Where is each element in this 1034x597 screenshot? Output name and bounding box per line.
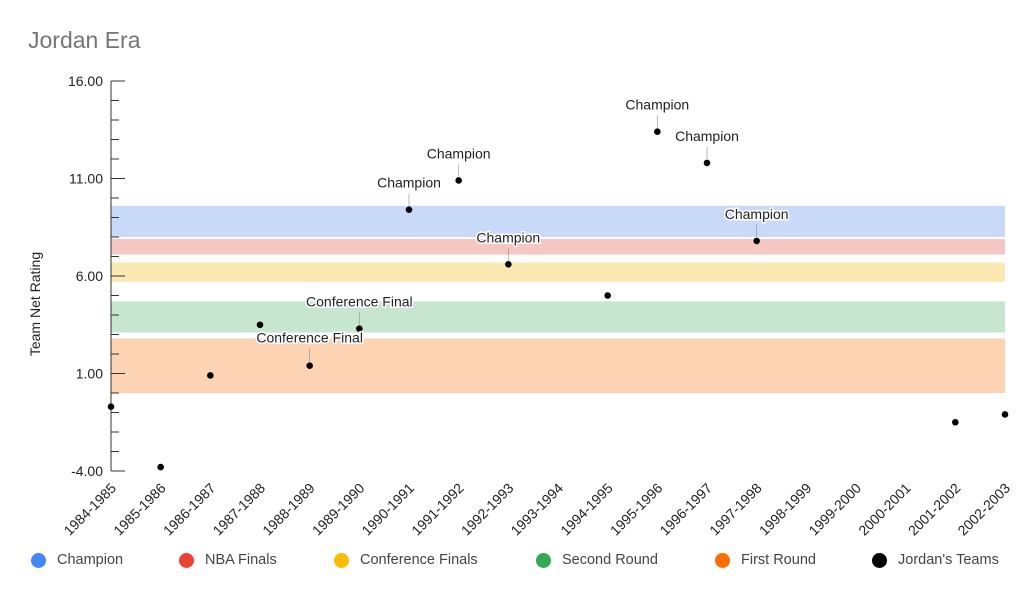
legend-label: Champion bbox=[57, 552, 124, 568]
legend: Champion NBA Finals Conference Finals Secon… bbox=[0, 552, 1034, 574]
annotation-label: Champion bbox=[476, 229, 540, 245]
x-tick-label: 1996-1997 bbox=[656, 480, 715, 539]
x-tick-label: 1985-1986 bbox=[110, 480, 169, 539]
data-point bbox=[703, 159, 711, 167]
data-point bbox=[753, 237, 760, 245]
annotation-label: Champion bbox=[725, 206, 789, 222]
x-tick-label: 1986-1987 bbox=[160, 480, 219, 539]
legend-swatch-icon bbox=[715, 552, 730, 568]
data-point bbox=[455, 177, 462, 184]
y-tick-label: 6.00 bbox=[76, 268, 103, 284]
data-point bbox=[306, 362, 313, 370]
x-tick-label: 1988-1989 bbox=[259, 480, 318, 539]
y-tick-label: 1.00 bbox=[76, 366, 103, 382]
data-point bbox=[654, 128, 661, 135]
legend-label: Jordan's Teams bbox=[898, 552, 999, 568]
band-conference-finals bbox=[111, 262, 1005, 282]
data-point bbox=[356, 325, 363, 332]
data-point bbox=[405, 206, 413, 213]
x-tick-label: 1997-1998 bbox=[706, 480, 765, 539]
legend-label: Conference Finals bbox=[360, 552, 478, 568]
x-tick-label: 1998-1999 bbox=[756, 480, 815, 539]
annotation-label: Champion bbox=[377, 175, 441, 191]
annotation-label: Champion bbox=[427, 145, 491, 161]
y-tick-label: -4.00 bbox=[71, 463, 103, 479]
x-tick-label: 1994-1995 bbox=[557, 480, 616, 539]
data-point bbox=[1001, 411, 1009, 418]
data-point bbox=[952, 418, 959, 426]
legend-swatch-icon bbox=[31, 552, 46, 568]
data-point bbox=[256, 321, 264, 329]
x-tick-label: 1990-1991 bbox=[358, 480, 417, 539]
band-first-round bbox=[111, 338, 1005, 393]
x-tick-label: 1987-1988 bbox=[209, 480, 268, 539]
x-tick-label: 2000-2001 bbox=[855, 480, 914, 539]
legend-swatch-icon bbox=[179, 552, 194, 568]
x-tick-label: 1993-1994 bbox=[507, 480, 566, 539]
y-tick-label: 11.00 bbox=[69, 171, 103, 187]
legend-item[interactable]: NBA Finals bbox=[179, 552, 277, 568]
annotation-label: Conference Final bbox=[306, 294, 413, 310]
legend-swatch-icon bbox=[536, 552, 551, 568]
labels-layer: Conference Final Conference Final Champion… bbox=[255, 95, 790, 362]
legend-item[interactable]: Champion bbox=[31, 552, 123, 568]
x-tick-label: 1999-2000 bbox=[805, 480, 864, 539]
x-tick-label: 1991-1992 bbox=[408, 480, 467, 539]
data-point bbox=[207, 372, 214, 379]
points-layer bbox=[107, 128, 1009, 471]
x-tick-label: 1992-1993 bbox=[458, 480, 517, 539]
legend-swatch-icon bbox=[334, 552, 349, 568]
band-second-round bbox=[111, 301, 1005, 333]
data-point bbox=[505, 261, 512, 268]
legend-item[interactable]: Conference Finals bbox=[334, 552, 478, 568]
data-point bbox=[107, 403, 115, 410]
legend-swatch-icon bbox=[872, 552, 887, 568]
data-point bbox=[604, 292, 611, 299]
y-tick-label: 16.00 bbox=[68, 73, 103, 89]
x-tick-label: 1989-1990 bbox=[309, 480, 368, 539]
annotation-label: Conference Final bbox=[256, 330, 363, 346]
bands-layer bbox=[111, 205, 1005, 393]
annotation-label: Champion bbox=[625, 97, 689, 113]
x-tick-label: 2002-2003 bbox=[954, 480, 1013, 539]
band-nba-finals bbox=[111, 238, 1005, 255]
y-axis-title: Team Net Rating bbox=[27, 252, 43, 356]
legend-item[interactable]: First Round bbox=[715, 552, 816, 568]
legend-label: First Round bbox=[741, 552, 816, 568]
x-tick-label: 1984-1985 bbox=[60, 480, 119, 539]
x-tick-label: 1995-1996 bbox=[607, 480, 666, 539]
annotation-label: Champion bbox=[675, 128, 739, 144]
legend-item[interactable]: Jordan's Teams bbox=[872, 552, 999, 568]
legend-label: NBA Finals bbox=[205, 552, 277, 568]
legend-label: Second Round bbox=[562, 552, 658, 568]
band-champion bbox=[111, 205, 1005, 237]
legend-item[interactable]: Second Round bbox=[536, 552, 658, 568]
chart-title: Jordan Era bbox=[28, 27, 141, 53]
x-tick-label: 2001-2002 bbox=[905, 480, 964, 539]
data-point bbox=[157, 463, 164, 471]
